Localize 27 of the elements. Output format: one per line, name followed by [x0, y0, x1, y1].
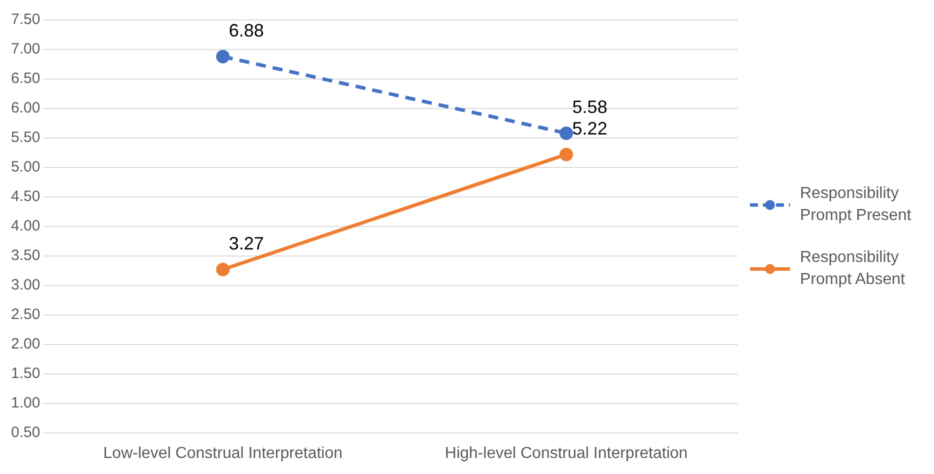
- y-tick-label: 2.50: [10, 306, 40, 323]
- y-tick-label: 2.00: [10, 335, 40, 352]
- point: [216, 50, 230, 64]
- point: [560, 148, 574, 162]
- point: [216, 262, 230, 276]
- legend-label: Responsibility Prompt Absent: [800, 248, 906, 290]
- point: [560, 126, 574, 140]
- data-label: 5.22: [572, 118, 608, 138]
- x-tick-label: Low-level Construal Interpretation: [103, 444, 343, 462]
- y-tick-label: 7.00: [10, 40, 40, 58]
- y-tick-label: 0.50: [10, 424, 40, 441]
- data-label: 6.88: [228, 20, 264, 41]
- legend-label: Responsibility Prompt Present: [800, 184, 912, 226]
- y-tick-label: 1.00: [10, 394, 40, 412]
- x-tick-label: High-level Construal Interpretation: [444, 444, 688, 462]
- y-tick-label: 4.50: [10, 188, 40, 206]
- y-tick-label: 7.50: [10, 11, 40, 28]
- y-tick-label: 4.00: [10, 218, 40, 235]
- y-tick-label: 1.50: [10, 364, 40, 382]
- y-tick-label: 3.00: [10, 276, 40, 294]
- y-tick-label: 6.50: [10, 70, 40, 88]
- data-label: 3.27: [228, 233, 264, 254]
- y-tick-label: 5.50: [10, 129, 40, 146]
- y-tick-label: 5.00: [10, 158, 40, 176]
- y-tick-label: 3.50: [10, 247, 40, 264]
- y-tick-label: 6.00: [10, 100, 40, 117]
- data-label: 5.58: [572, 97, 608, 118]
